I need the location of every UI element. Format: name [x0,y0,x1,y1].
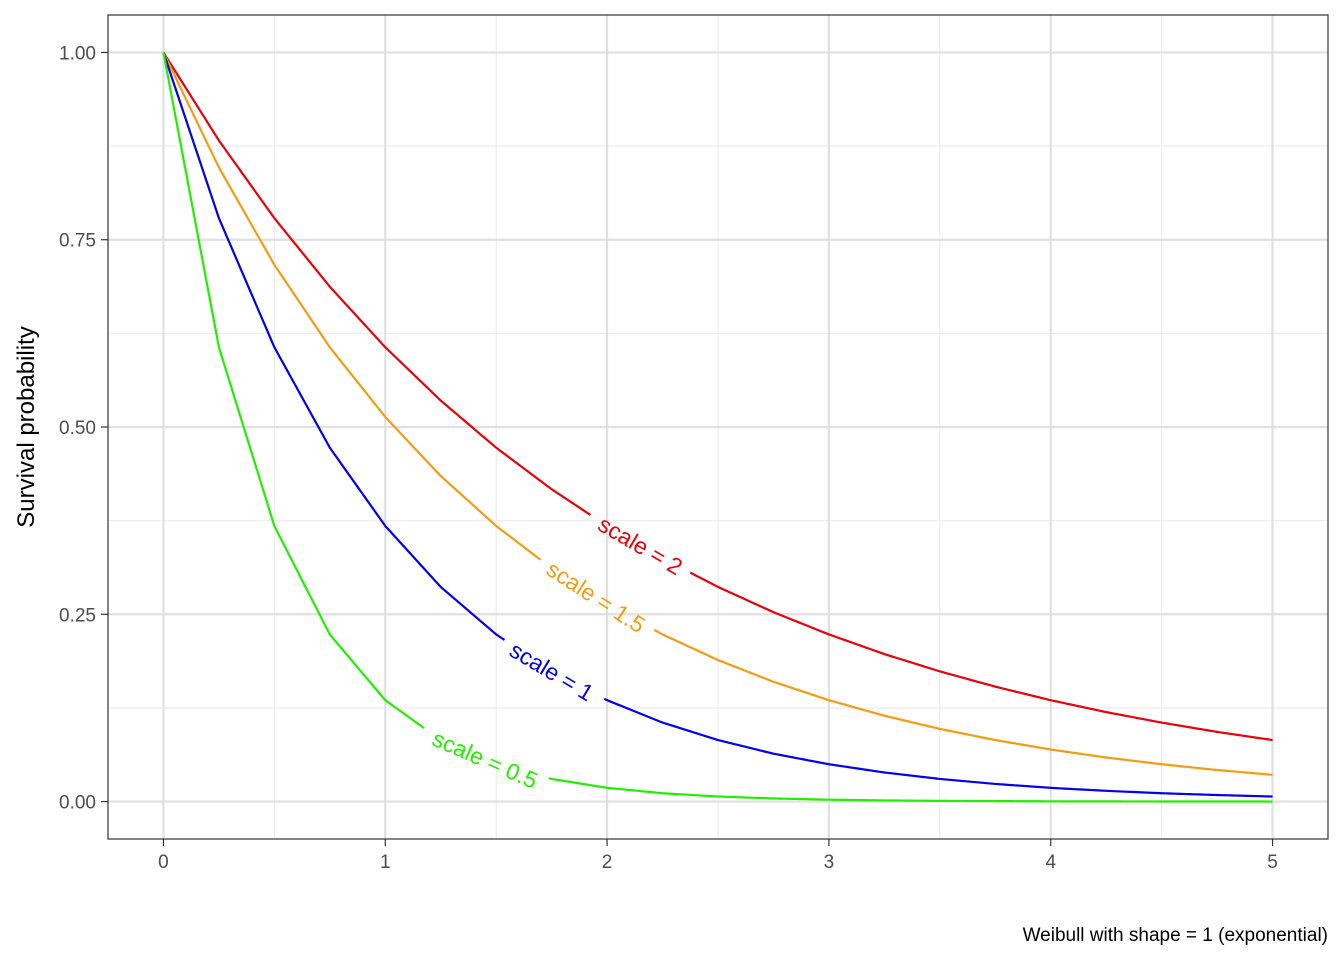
x-tick-label: 5 [1267,852,1278,873]
series-line-scale-1 [162,52,1273,798]
series-lines [162,51,1273,803]
x-tick-label: 2 [602,852,613,873]
grid [108,15,1328,839]
y-tick-label: 0.50 [59,418,96,439]
series-line-scale-0-5 [162,52,1273,803]
x-tick-label: 1 [380,852,391,873]
chart-caption: Weibull with shape = 1 (exponential) [1023,925,1328,946]
y-tick-label: 0.00 [59,793,96,814]
y-axis-title: Survival probability [13,326,40,527]
x-tick-label: 0 [158,852,169,873]
axes: 0 1 2 3 4 5 0.00 0.25 0.50 0.75 1.00 [59,43,1278,873]
y-tick-label: 0.25 [59,605,96,626]
x-tick-label: 4 [1045,852,1056,873]
series-line-scale-1-5 [162,51,1273,776]
x-tick-label: 3 [824,852,835,873]
y-tick-label: 1.00 [59,43,96,64]
series-line-scale-2 [162,51,1273,742]
y-tick-label: 0.75 [59,231,96,252]
